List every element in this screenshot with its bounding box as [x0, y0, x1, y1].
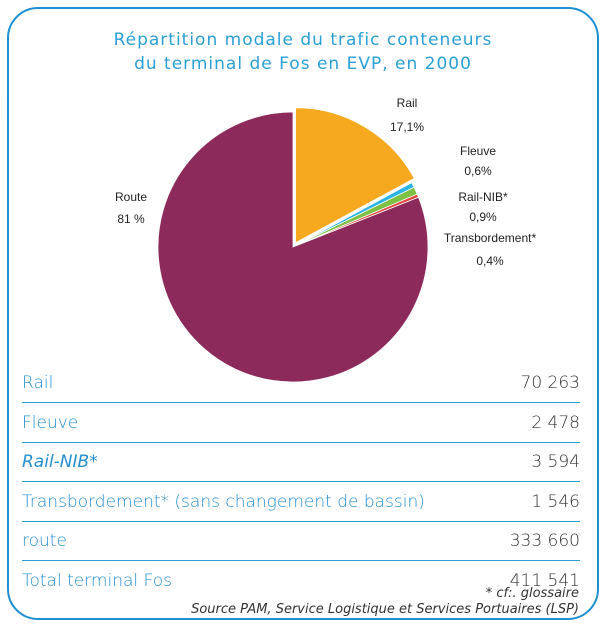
- footnote: * cf:. glossaire: [485, 586, 579, 601]
- pie-slice: [157, 111, 429, 383]
- pie-slice: [295, 107, 415, 244]
- chart-subtitle: du terminal de Fos en EVP, en 2000: [134, 54, 472, 74]
- table-row: route 333 660: [22, 522, 580, 561]
- row-label: Transbordement* (sans changement de bass…: [22, 491, 425, 512]
- frame: [7, 7, 599, 620]
- slice-label: Rail: [397, 96, 418, 110]
- source: Source PAM, Service Logistique et Servic…: [191, 602, 579, 617]
- slice-value-label: 0,9%: [469, 210, 497, 224]
- row-label: Fleuve: [22, 412, 79, 433]
- slice-label: Transbordement*: [444, 231, 537, 245]
- row-value: 3 594: [531, 452, 580, 472]
- table-row: Rail 70 263: [22, 364, 580, 403]
- slice-value-label: 81 %: [117, 212, 145, 226]
- row-label: Rail-NIB*: [22, 452, 98, 472]
- table-row: Rail-NIB* 3 594: [22, 443, 580, 482]
- slice-label: Fleuve: [460, 144, 496, 158]
- chart-title: Répartition modale du trafic conteneurs: [114, 30, 493, 50]
- row-value: 411 541: [509, 570, 580, 591]
- row-label: Rail: [22, 373, 54, 393]
- slice-value-label: 17,1%: [390, 120, 424, 134]
- slice-value-label: 0,4%: [476, 254, 504, 268]
- slice-label: Route: [115, 190, 147, 204]
- row-label: Total terminal Fos: [22, 570, 172, 591]
- slice-value-label: 0,6%: [464, 164, 492, 178]
- row-value: 2 478: [531, 412, 580, 433]
- row-value: 1 546: [531, 491, 580, 512]
- row-value: 333 660: [509, 531, 580, 551]
- table-row: Transbordement* (sans changement de bass…: [22, 483, 580, 522]
- row-value: 70 263: [520, 373, 580, 393]
- row-label: route: [22, 531, 67, 551]
- table-row: Fleuve 2 478: [22, 404, 580, 443]
- slice-label: Rail-NIB*: [458, 190, 508, 204]
- table-row: Total terminal Fos 411 541: [22, 562, 580, 600]
